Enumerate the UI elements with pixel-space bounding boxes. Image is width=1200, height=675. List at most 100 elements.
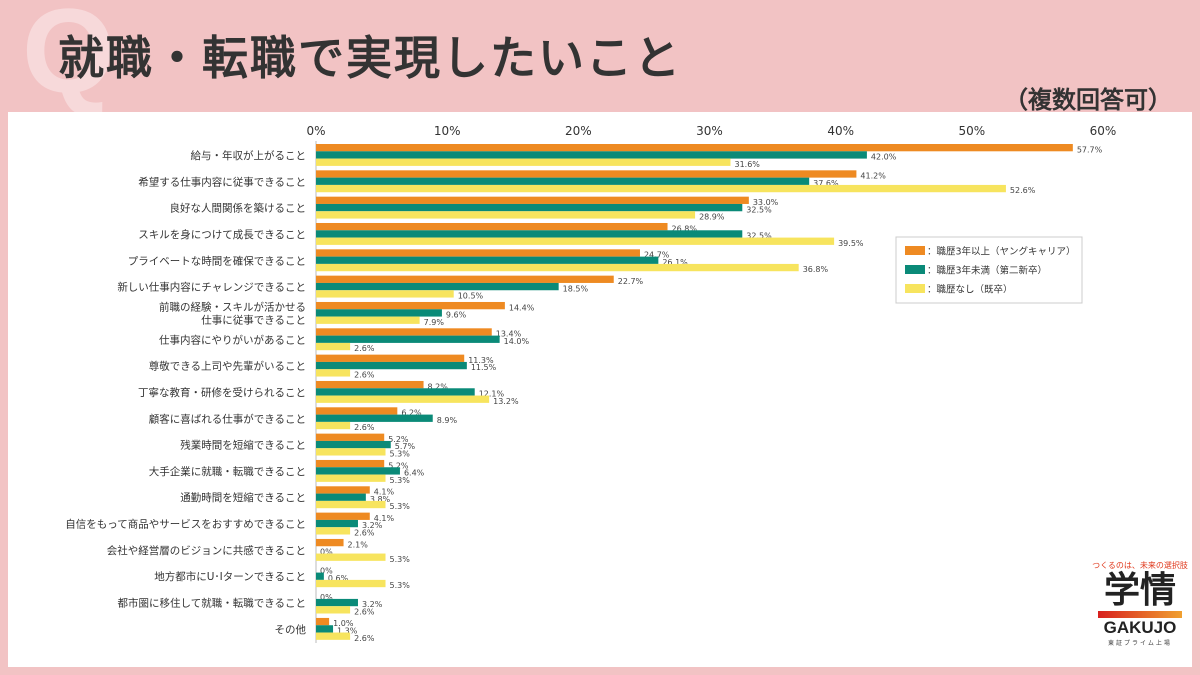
data-label: 5.2% [388, 461, 409, 470]
bar [316, 617, 330, 626]
bar [316, 519, 358, 528]
bar [316, 316, 420, 324]
data-label: 4.1% [374, 514, 395, 523]
bar [316, 184, 1006, 193]
data-label: 0% [320, 593, 333, 602]
data-label: 3.8% [370, 495, 391, 504]
data-label: 11.5% [471, 363, 497, 372]
data-label: 7.9% [424, 318, 445, 327]
category-label: 顧客に喜ばれる仕事ができること [149, 412, 306, 425]
legend-box [895, 236, 1083, 304]
bar [316, 625, 334, 633]
data-label: 4.1% [374, 488, 395, 497]
x-tick-label: 30% [696, 124, 723, 138]
bar [316, 170, 857, 178]
data-label: 42.0% [871, 153, 897, 162]
bar [316, 606, 351, 614]
gakujo-logo: つくるのは、未来の選択肢 学情 GAKUJO 東証プライム上場 [1088, 560, 1192, 647]
logo-sub: 東証プライム上場 [1108, 640, 1172, 647]
bar [316, 380, 424, 389]
bar [316, 237, 835, 245]
data-label: 22.7% [618, 277, 644, 286]
bar [316, 388, 475, 396]
data-label: 0% [320, 567, 333, 576]
category-label: 仕事に従事できること [201, 313, 306, 326]
bar [316, 598, 358, 607]
data-label: 5.2% [388, 435, 409, 444]
data-label: 33.0% [753, 198, 779, 207]
bar [316, 553, 386, 561]
data-label: 14.0% [504, 337, 530, 346]
data-label: 5.3% [390, 502, 411, 511]
data-label: 26.8% [672, 224, 698, 233]
bar [316, 342, 351, 351]
bar [316, 500, 386, 509]
bar [316, 301, 505, 310]
category-label: 尊敬できる上司や先輩がいること [149, 360, 306, 373]
data-label: 2.6% [354, 529, 375, 538]
data-label: 32.5% [746, 232, 772, 241]
data-label: 2.6% [354, 344, 375, 353]
bar [316, 433, 385, 441]
bar [316, 527, 351, 535]
x-tick-label: 0% [306, 124, 325, 138]
x-tick-label: 60% [1090, 124, 1117, 138]
bar [316, 290, 454, 298]
bar [316, 421, 351, 430]
bar [316, 493, 366, 501]
bar [316, 211, 696, 219]
data-label: 14.4% [509, 303, 535, 312]
data-label: 1.0% [333, 619, 354, 628]
bar [316, 275, 614, 283]
data-label: 57.7% [1077, 145, 1103, 154]
x-tick-label: 20% [565, 124, 592, 138]
category-label: 通勤時間を短縮できること [180, 491, 306, 504]
data-label: 18.5% [563, 284, 589, 293]
data-label: 36.8% [803, 265, 829, 274]
data-label: 52.6% [1010, 186, 1036, 195]
bar [316, 632, 351, 640]
data-label: 11.3% [468, 356, 494, 365]
bar [316, 395, 490, 403]
bar [316, 158, 731, 166]
legend-label: ：職歴なし（既卒） [927, 284, 1013, 296]
data-label: 2.6% [354, 634, 375, 643]
category-label: 良好な人間関係を築けること [170, 202, 307, 215]
data-label: 0.6% [328, 574, 349, 583]
data-label: 9.6% [446, 311, 467, 320]
data-label: 31.6% [734, 160, 760, 169]
bar [316, 230, 743, 238]
data-label: 2.6% [354, 423, 375, 432]
category-label: プライベートな時間を確保できること [128, 254, 306, 267]
data-label: 8.9% [437, 416, 458, 425]
bar [316, 538, 344, 547]
bar [316, 256, 659, 264]
bar [316, 282, 559, 291]
data-label: 26.1% [662, 258, 688, 267]
legend-label: ：職歴3年未満（第二新卒） [927, 265, 1047, 277]
logo-name: GAKUJO [1103, 618, 1177, 637]
data-label: 41.2% [860, 172, 886, 181]
bar [316, 448, 386, 456]
data-label: 2.1% [348, 540, 369, 549]
logo-kanji: 学情 [1103, 570, 1176, 611]
bar [316, 249, 640, 257]
legend-swatch [905, 265, 925, 274]
bar [316, 572, 324, 580]
x-tick-label: 10% [434, 124, 461, 138]
bar [316, 144, 1073, 152]
data-label: 1.3% [337, 627, 358, 636]
bar [316, 440, 391, 449]
data-label: 5.3% [390, 581, 411, 590]
data-label: 24.7% [644, 251, 670, 260]
bar [316, 263, 799, 272]
category-label: 都市圏に移住して就職・転職できること [118, 597, 306, 610]
legend-swatch [905, 246, 925, 255]
q-watermark: Q [22, 0, 116, 118]
bar [316, 361, 467, 370]
bar [316, 309, 442, 317]
data-label: 10.5% [458, 292, 484, 301]
category-label: 希望する仕事内容に従事できること [138, 175, 306, 188]
category-label: 新しい仕事内容にチャレンジできること [117, 281, 306, 294]
